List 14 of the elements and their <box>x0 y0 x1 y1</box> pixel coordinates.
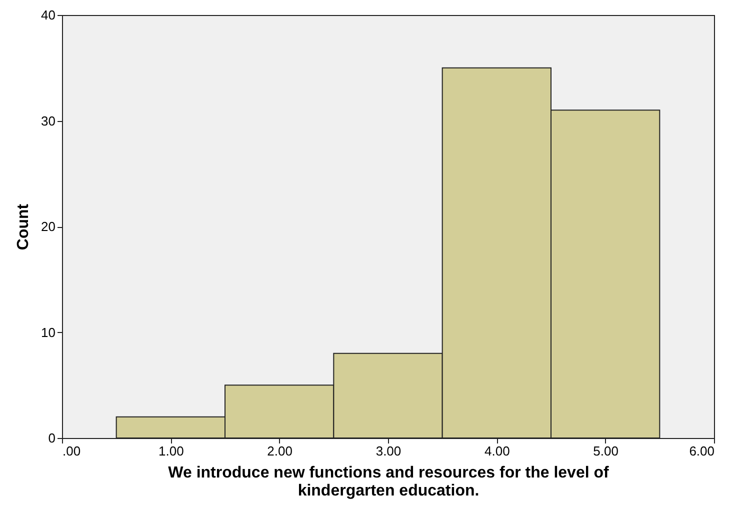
x-tick-label: 3.00 <box>376 444 402 458</box>
x-axis-title: We introduce new functions and resources for the level of kindergarten education. <box>168 464 610 500</box>
x-tick-label: 2.00 <box>267 444 292 458</box>
x-tick-label: 4.00 <box>484 444 510 458</box>
y-tick-label: 20 <box>41 219 56 234</box>
y-tick-label: 30 <box>41 113 56 128</box>
y-tick-label: 0 <box>48 430 56 446</box>
x-tick-label: 5.00 <box>593 444 618 458</box>
x-tick-label: 1.00 <box>158 444 184 458</box>
y-tick-label: 40 <box>41 8 56 22</box>
y-axis-title: Count <box>15 203 32 250</box>
y-tick-label: 10 <box>41 324 56 340</box>
x-tick-label: 6.00 <box>689 444 714 458</box>
x-tick-label: .00 <box>62 444 81 458</box>
